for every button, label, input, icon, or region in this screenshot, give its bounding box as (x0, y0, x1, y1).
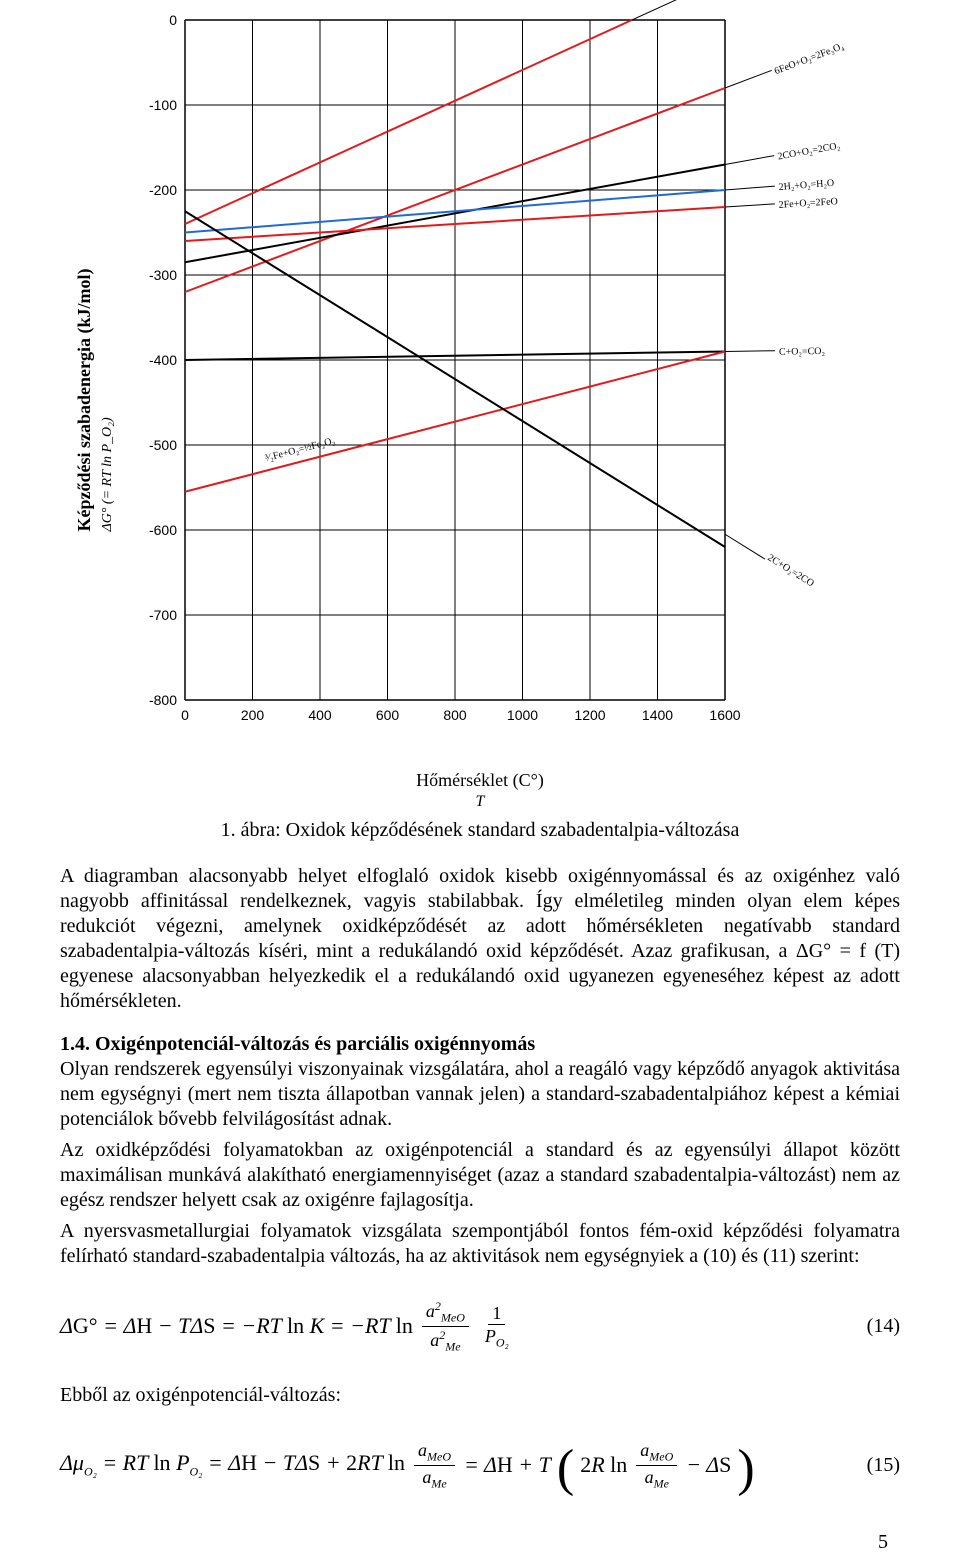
svg-text:2C+O₂=2CO: 2C+O₂=2CO (765, 552, 815, 589)
paragraph-2: Olyan rendszerek egyensúlyi viszonyainak… (60, 1058, 900, 1130)
svg-text:400: 400 (308, 707, 332, 723)
equation-14-number: (14) (840, 1315, 900, 1338)
svg-text:200: 200 (241, 707, 265, 723)
svg-text:2H₂+O₂=H₂O: 2H₂+O₂=H₂O (778, 178, 834, 193)
ellingham-chart: Képződési szabadenergia (kJ/mol) ΔG° (= … (65, 0, 895, 800)
svg-text:600: 600 (376, 707, 400, 723)
svg-text:6FeO+O₂=2Fe₃O₄: 6FeO+O₂=2Fe₃O₄ (773, 41, 846, 77)
svg-text:800: 800 (443, 707, 467, 723)
svg-text:³⁄₂Fe+O₂=½Fe₂O₃: ³⁄₂Fe+O₂=½Fe₂O₃ (264, 435, 336, 464)
section-1-4: 1.4. Oxigénpotenciál-változás és parciál… (60, 1032, 900, 1132)
svg-text:-600: -600 (149, 522, 177, 538)
svg-text:C+O₂=CO₂: C+O₂=CO₂ (779, 346, 825, 358)
equation-15-number: (15) (840, 1454, 900, 1477)
svg-text:-400: -400 (149, 352, 177, 368)
equation-14: ΔG° = ΔH − TΔS = −RT ln K = −RT ln a2MeO… (60, 1291, 900, 1361)
paragraph-3: Az oxidképződési folyamatokban az oxigén… (60, 1138, 900, 1213)
y-axis-label-sub: ΔG° (= RT ln P_O₂) (100, 417, 115, 531)
svg-text:2Fe+O₂=2FeO: 2Fe+O₂=2FeO (778, 196, 838, 211)
page-number: 5 (878, 1531, 888, 1554)
equation-15: ΔμO₂ = RT ln PO₂ = ΔH − TΔS + 2RT ln aMe… (60, 1430, 900, 1500)
svg-text:1400: 1400 (642, 707, 673, 723)
svg-text:2CO+O₂=2CO₂: 2CO+O₂=2CO₂ (777, 140, 841, 162)
svg-text:-100: -100 (149, 97, 177, 113)
svg-text:-800: -800 (149, 692, 177, 708)
svg-text:-300: -300 (149, 267, 177, 283)
svg-text:-500: -500 (149, 437, 177, 453)
svg-text:0: 0 (181, 707, 189, 723)
paragraph-4: A nyersvasmetallurgiai folyamatok vizsgá… (60, 1219, 900, 1269)
chart-svg: 4Fe₃O₄+O₂=6Fe₂O₃6FeO+O₂=2Fe₃O₄2CO+O₂=2CO… (135, 0, 895, 770)
y-axis-label: Képződési szabadenergia (kJ/mol) ΔG° (= … (65, 60, 125, 740)
paragraph-1: A diagramban alacsonyabb helyet elfoglal… (60, 864, 900, 1014)
svg-text:1600: 1600 (709, 707, 740, 723)
paragraph-5: Ebből az oxigénpotenciál-változás: (60, 1383, 900, 1408)
svg-text:1200: 1200 (574, 707, 605, 723)
svg-text:1000: 1000 (507, 707, 538, 723)
section-title: 1.4. Oxigénpotenciál-változás és parciál… (60, 1033, 535, 1055)
svg-text:0: 0 (169, 12, 177, 28)
svg-text:-700: -700 (149, 607, 177, 623)
svg-text:-200: -200 (149, 182, 177, 198)
y-axis-label-main: Képződési szabadenergia (kJ/mol) (74, 269, 94, 532)
figure-caption: 1. ábra: Oxidok képződésének standard sz… (60, 819, 900, 842)
